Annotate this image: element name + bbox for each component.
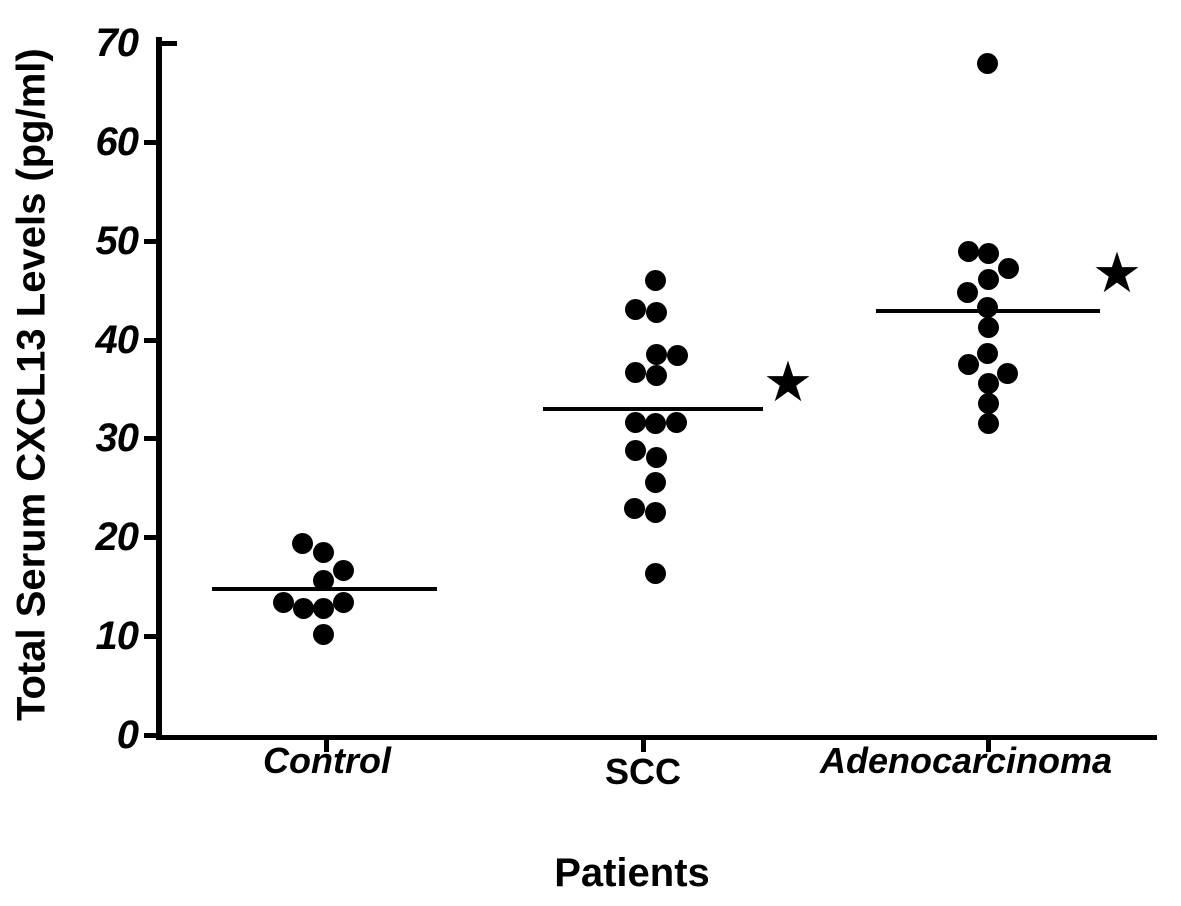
y-tick-label: 60 [95,120,140,164]
data-point [646,344,667,365]
y-tick-label: 40 [95,318,140,362]
data-point [645,413,666,434]
data-point [977,53,998,74]
data-point [625,299,646,320]
significance-star-icon: ★ [1091,241,1143,306]
data-point [998,258,1019,279]
y-axis-tick [144,535,158,541]
data-point [625,412,646,433]
y-tick-label: 10 [95,614,140,658]
y-tick-label: 50 [95,219,140,263]
data-point [978,413,999,434]
data-point [313,598,334,619]
data-point [666,412,687,433]
significance-star-icon: ★ [762,350,814,415]
x-axis-tick [986,740,991,752]
y-axis-tick [144,337,158,343]
y-axis-tick [160,41,177,46]
data-point [646,302,667,323]
data-point [625,362,646,383]
y-axis-tick [144,436,158,442]
y-axis-tick [144,139,158,145]
x-axis-title: Patients [554,851,710,895]
median-line [543,407,763,411]
y-axis-tick [144,634,158,640]
data-point [292,533,313,554]
data-point [645,502,666,523]
data-point [958,354,979,375]
x-group-label: SCC [604,751,681,792]
data-point [978,317,999,338]
data-point [645,270,666,291]
data-point [646,365,667,386]
x-group-label: Control [263,740,391,781]
data-point [957,282,978,303]
data-point [978,393,999,414]
data-point [978,373,999,394]
y-axis-line [156,37,162,740]
y-axis-tick [144,238,158,244]
x-axis-tick [641,740,646,752]
y-tick-label: 70 [95,21,140,65]
y-axis-tick [144,733,158,738]
data-point [978,269,999,290]
data-point [273,592,294,613]
data-point [646,447,667,468]
y-tick-label: 0 [116,713,139,757]
x-group-label: Adenocarcinoma [819,740,1113,781]
y-tick-label: 20 [95,515,140,559]
data-point [624,498,645,519]
data-point [977,343,998,364]
data-point [313,624,334,645]
data-point [645,472,666,493]
data-point [958,241,979,262]
data-point [293,598,314,619]
data-point [313,570,334,591]
data-point [978,243,999,264]
data-point [333,560,354,581]
data-point [625,440,646,461]
data-point [977,297,998,318]
data-point [333,592,354,613]
x-axis-tick [324,740,329,752]
data-point [667,345,688,366]
y-tick-label: 30 [95,416,140,460]
x-axis-line [156,735,1157,740]
data-point [313,542,334,563]
data-point [645,563,666,584]
data-point [997,363,1018,384]
